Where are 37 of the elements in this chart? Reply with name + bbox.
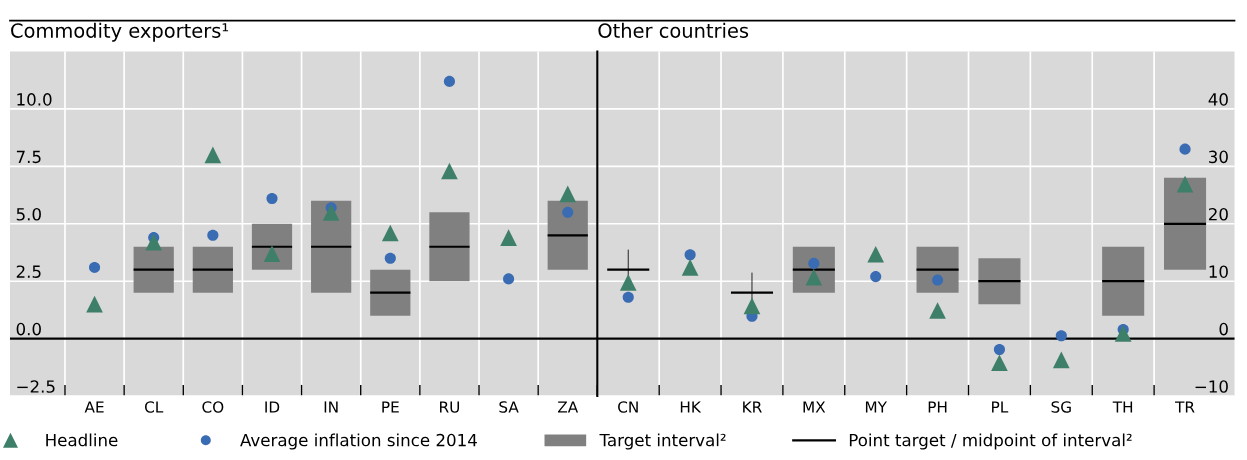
x-tick-label: SG (1051, 401, 1071, 413)
legend-label: Average inflation since 2014 (240, 433, 477, 450)
x-tick-label: CN (618, 401, 638, 413)
x-tick-label: ZA (557, 401, 579, 413)
y2-tick-label: 10 (1209, 265, 1228, 278)
x-tick-label: PE (382, 401, 399, 413)
chart-title: Other countries (598, 22, 749, 38)
y-tick-label: 2.5 (16, 265, 41, 278)
y-tick-label: 10.0 (17, 93, 52, 106)
x-tick-label: AE (84, 401, 104, 413)
x-tick-label: PL (992, 401, 1009, 413)
x-tick-label: TH (1112, 401, 1133, 413)
y-tick-label: 5.0 (16, 207, 41, 221)
legend-label: Point target / midpoint of interval² (849, 433, 1132, 450)
x-tick-label: SA (499, 401, 519, 413)
legend-label: Headline (46, 433, 118, 447)
y2-tick-label: 40 (1208, 93, 1228, 106)
chart-title: Commodity exporters¹ (11, 22, 229, 42)
y2-tick-label: −10 (1195, 380, 1228, 393)
x-tick-label: KR (743, 401, 762, 413)
y2-tick-label: 20 (1208, 207, 1228, 221)
x-tick-label: CO (202, 401, 224, 413)
x-tick-label: ID (265, 401, 280, 413)
x-tick-label: RU (440, 401, 460, 413)
x-tick-label: CL (144, 401, 164, 413)
y-tick-label: −2.5 (17, 380, 55, 393)
y2-tick-label: 30 (1209, 150, 1228, 164)
x-tick-label: TR (1175, 401, 1195, 413)
x-tick-label: PH (928, 401, 947, 413)
y2-tick-label: 0 (1219, 322, 1228, 336)
x-tick-label: HK (680, 401, 702, 413)
y-tick-label: 0.0 (16, 322, 41, 336)
legend-label: Target interval² (599, 433, 726, 450)
x-tick-label: MY (865, 401, 887, 413)
x-tick-label: IN (324, 401, 338, 413)
y-tick-label: 7.5 (16, 150, 41, 164)
x-tick-label: MX (803, 401, 826, 413)
